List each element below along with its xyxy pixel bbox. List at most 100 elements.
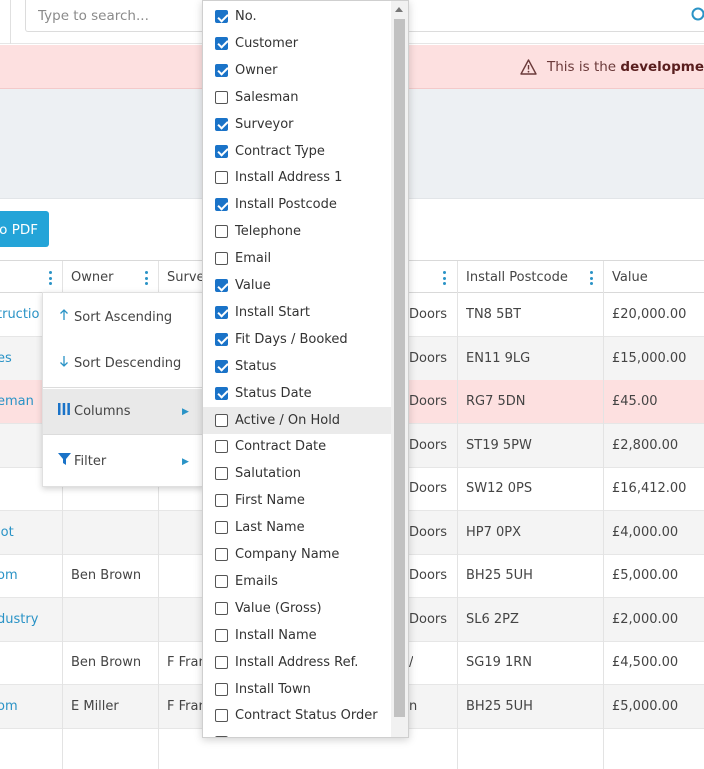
column-checkbox[interactable]	[215, 440, 228, 454]
column-checkbox[interactable]	[215, 494, 228, 508]
column-option[interactable]: Emails	[203, 568, 391, 595]
column-option[interactable]: Salutation	[203, 460, 391, 487]
header-install-postcode[interactable]: Install Postcode	[457, 261, 603, 294]
column-option[interactable]: Install Postcode	[203, 191, 391, 218]
column-checkbox[interactable]	[215, 332, 228, 346]
column-checkbox[interactable]	[215, 198, 228, 212]
cell-customer[interactable]: eman	[0, 394, 34, 409]
column-checkbox[interactable]	[215, 171, 228, 185]
column-option[interactable]: Telephone	[203, 218, 391, 245]
cell-value: £45.00	[612, 394, 658, 409]
column-option[interactable]: Install Town	[203, 676, 391, 703]
column-option[interactable]: Contract Date	[203, 433, 391, 460]
column-menu-icon[interactable]	[145, 271, 149, 285]
column-option[interactable]: Contract Status Order	[203, 702, 391, 729]
column-checkbox[interactable]	[215, 628, 228, 642]
filter-icon	[57, 439, 71, 485]
column-checkbox[interactable]	[215, 225, 228, 239]
cell-contract-type: Doors	[409, 394, 448, 409]
column-option-label: Status Date	[235, 385, 312, 401]
column-checkbox[interactable]	[215, 36, 228, 50]
column-checkbox[interactable]	[215, 682, 228, 696]
menu-item-filter[interactable]: Filter ▶	[43, 439, 203, 485]
column-option[interactable]: Install Start	[203, 299, 391, 326]
column-option[interactable]: Last Name	[203, 514, 391, 541]
menu-item-label: Filter	[74, 454, 107, 469]
menu-item-sort-ascending[interactable]: Sort Ascending	[43, 295, 203, 341]
column-option[interactable]: Salesman	[203, 84, 391, 111]
scrollbar[interactable]	[391, 1, 408, 737]
column-checkbox[interactable]	[215, 709, 228, 723]
column-option[interactable]: Email	[203, 245, 391, 272]
column-option[interactable]: Customer	[203, 30, 391, 57]
cell-customer[interactable]: lot	[0, 524, 14, 540]
cell-customer[interactable]: om	[0, 698, 18, 714]
column-option-label: Customer	[235, 35, 299, 51]
column-option[interactable]: Status	[203, 353, 391, 380]
column-option[interactable]	[203, 729, 391, 737]
column-checkbox[interactable]	[215, 574, 228, 588]
export-pdf-button[interactable]: o PDF	[0, 211, 49, 247]
column-checkbox[interactable]	[215, 601, 228, 615]
cell-owner: Ben Brown	[71, 655, 142, 670]
column-checkbox[interactable]	[215, 90, 228, 104]
column-checkbox[interactable]	[215, 736, 228, 737]
column-checkbox[interactable]	[215, 252, 228, 266]
column-checkbox[interactable]	[215, 359, 228, 373]
column-option[interactable]: Status Date	[203, 380, 391, 407]
cell-customer[interactable]: dustry	[0, 611, 39, 627]
menu-item-sort-descending[interactable]: Sort Descending	[43, 341, 203, 387]
cell-contract-type: n	[409, 698, 418, 714]
cell-customer[interactable]: om	[0, 568, 18, 583]
column-option[interactable]: Install Address Ref.	[203, 649, 391, 676]
column-option-label: No.	[235, 9, 257, 24]
menu-item-columns[interactable]: Columns ▶	[43, 389, 203, 435]
column-checkbox[interactable]	[215, 521, 228, 535]
column-checkbox[interactable]	[215, 467, 228, 481]
header-owner[interactable]: Owner	[62, 261, 158, 294]
column-checkbox[interactable]	[215, 63, 228, 77]
column-checkbox[interactable]	[215, 305, 228, 319]
column-option[interactable]: Surveyor	[203, 111, 391, 138]
cell-customer[interactable]: tructio	[0, 307, 40, 322]
column-option[interactable]: Company Name	[203, 541, 391, 568]
cell-contract-type: Doors	[409, 611, 448, 627]
column-checkbox[interactable]	[215, 413, 228, 427]
column-checkbox[interactable]	[215, 144, 228, 158]
cell-owner: E Miller	[71, 698, 119, 714]
cell-customer[interactable]: es	[0, 350, 12, 366]
header-surveyor[interactable]: Surve	[158, 261, 208, 294]
column-chooser-dropdown: No. Customer Owner Salesman Surveyor Contract…	[202, 0, 409, 738]
column-option[interactable]: Active / On Hold	[203, 406, 391, 434]
column-option[interactable]: Value	[203, 272, 391, 299]
column-option[interactable]: Value (Gross)	[203, 595, 391, 622]
column-checkbox[interactable]	[215, 386, 228, 400]
column-menu-icon[interactable]	[590, 271, 594, 285]
column-menu-icon[interactable]	[49, 271, 53, 285]
search-icon[interactable]	[690, 6, 704, 26]
column-option[interactable]: Install Address 1	[203, 164, 391, 191]
column-option-label: Status	[235, 358, 277, 374]
column-checkbox[interactable]	[215, 655, 228, 669]
column-context-menu: Sort Ascending Sort Descending Columns ▶ Fil…	[42, 292, 204, 487]
scrollbar-thumb[interactable]	[394, 19, 405, 717]
column-option[interactable]: Owner	[203, 57, 391, 84]
column-checkbox[interactable]	[215, 279, 228, 292]
column-option[interactable]: Fit Days / Booked	[203, 326, 391, 353]
column-checkbox[interactable]	[215, 548, 228, 561]
column-option-label: Telephone	[235, 224, 302, 240]
column-option[interactable]: Contract Type	[203, 138, 391, 165]
column-checkbox[interactable]	[215, 10, 228, 23]
cell-owner: Ben Brown	[71, 568, 142, 583]
warning-icon	[520, 59, 537, 75]
header-value[interactable]: Value	[603, 261, 704, 294]
arrow-up-icon	[57, 295, 71, 341]
column-option-label: Owner	[235, 62, 278, 78]
column-menu-icon[interactable]	[443, 271, 447, 285]
column-option[interactable]: Install Name	[203, 622, 391, 649]
column-option[interactable]: No.	[203, 3, 391, 30]
scroll-up-arrow-icon[interactable]	[395, 7, 403, 12]
column-option[interactable]: First Name	[203, 487, 391, 514]
column-checkbox[interactable]	[215, 117, 228, 131]
cell-install-postcode: EN11 9LG	[466, 350, 531, 366]
